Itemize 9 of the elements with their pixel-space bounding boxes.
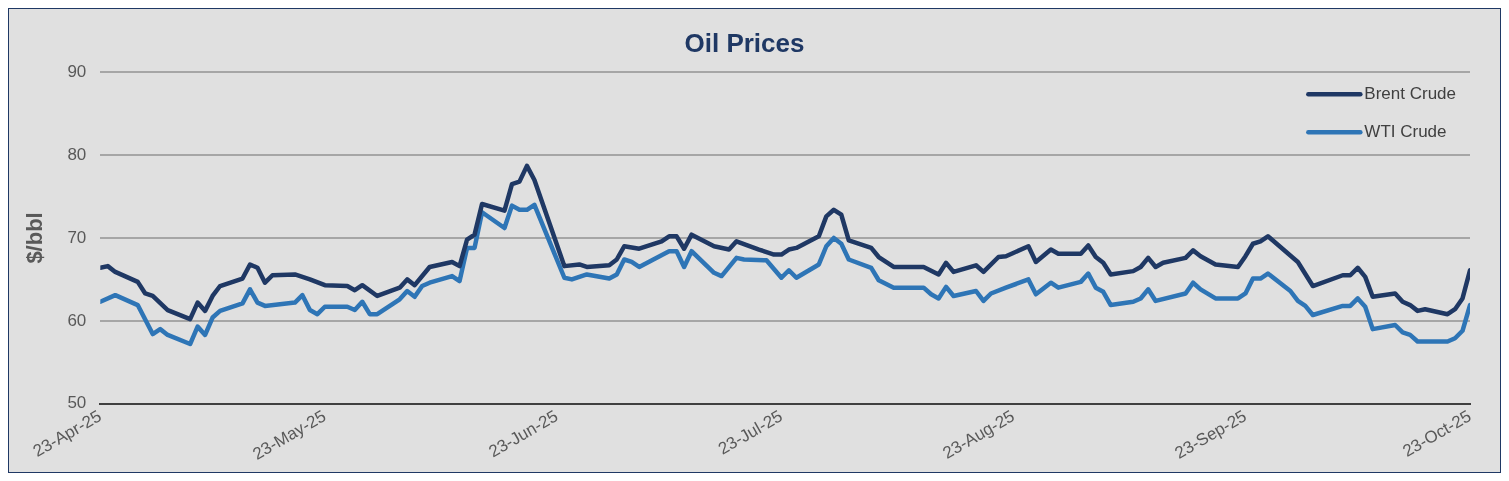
- chart-title: Oil Prices: [684, 27, 805, 58]
- y-tick-label: 90: [67, 61, 87, 81]
- y-tick-label: 70: [67, 227, 87, 247]
- y-tick-label: 50: [67, 393, 87, 413]
- y-axis-title: $/bbl: [22, 212, 48, 264]
- legend-label: Brent Crude: [1364, 83, 1457, 103]
- y-tick-label: 80: [67, 144, 87, 164]
- legend-label: WTI Crude: [1364, 121, 1447, 141]
- y-tick-label: 60: [67, 310, 87, 330]
